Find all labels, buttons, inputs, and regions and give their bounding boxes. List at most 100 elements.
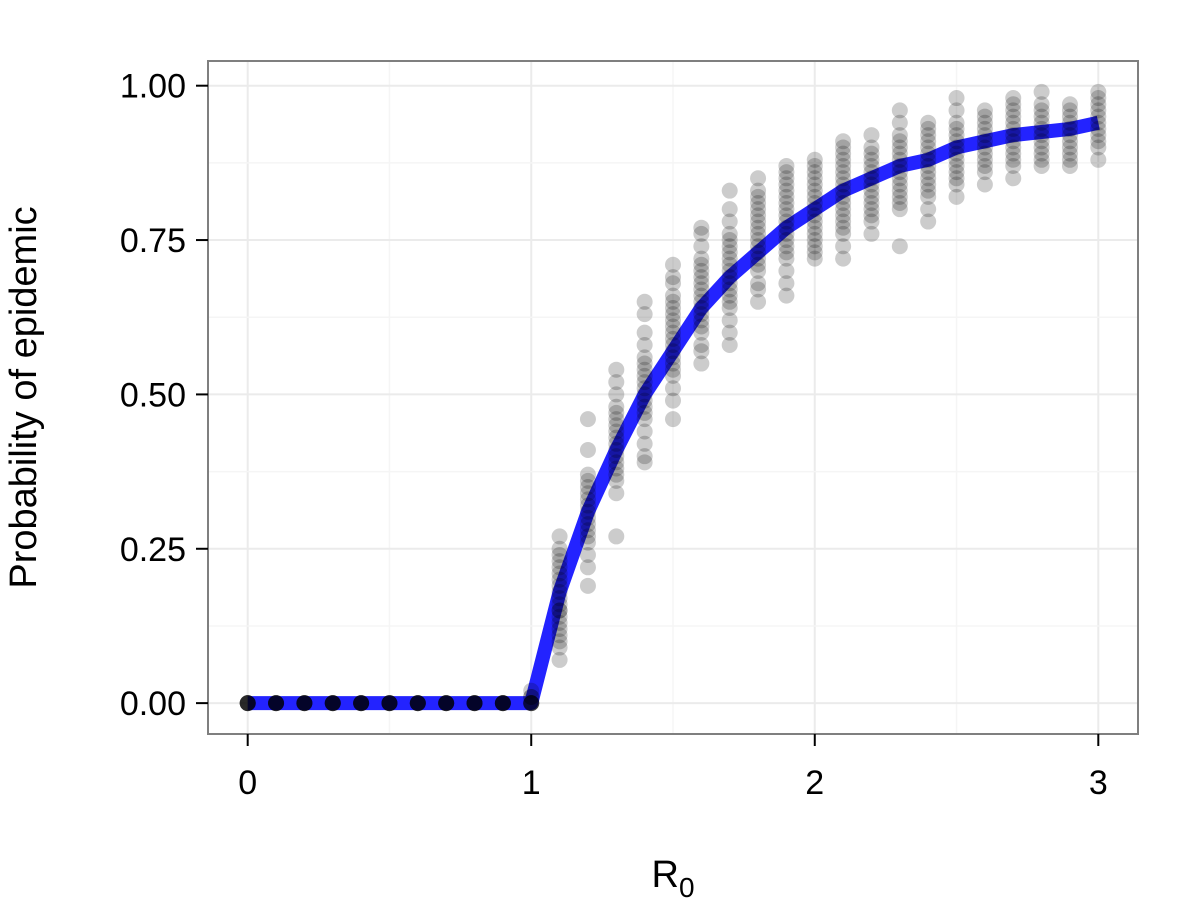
- data-point: [976, 102, 993, 119]
- data-point: [438, 695, 455, 712]
- data-point: [750, 213, 767, 230]
- data-point: [891, 127, 908, 144]
- data-point: [494, 695, 511, 712]
- data-point: [608, 448, 625, 465]
- data-point: [636, 306, 653, 323]
- data-point: [1033, 114, 1050, 131]
- data-point: [1033, 157, 1050, 174]
- data-point: [268, 695, 285, 712]
- data-point: [891, 145, 908, 162]
- data-point: [523, 695, 540, 712]
- data-point: [806, 151, 823, 168]
- data-point: [1033, 102, 1050, 119]
- data-point: [806, 250, 823, 267]
- data-point: [409, 695, 426, 712]
- data-point: [1005, 127, 1022, 144]
- data-point: [1061, 96, 1078, 113]
- data-point: [1061, 102, 1078, 119]
- data-point: [381, 695, 398, 712]
- data-point: [381, 695, 398, 712]
- data-point: [863, 145, 880, 162]
- data-point: [750, 232, 767, 249]
- data-point: [239, 695, 256, 712]
- data-point: [976, 145, 993, 162]
- data-point: [268, 695, 285, 712]
- data-point: [721, 250, 738, 267]
- data-point: [324, 695, 341, 712]
- data-point: [494, 695, 511, 712]
- data-point: [721, 244, 738, 261]
- data-point: [778, 238, 795, 255]
- data-point: [863, 225, 880, 242]
- data-point: [551, 565, 568, 582]
- data-point: [466, 695, 483, 712]
- data-point: [891, 164, 908, 181]
- data-point: [579, 516, 596, 533]
- data-point: [721, 275, 738, 292]
- data-point: [636, 380, 653, 397]
- data-point: [1090, 120, 1107, 137]
- data-point: [891, 188, 908, 205]
- data-point: [778, 287, 795, 304]
- data-point: [750, 293, 767, 310]
- data-point: [608, 411, 625, 428]
- data-point: [1005, 102, 1022, 119]
- data-point: [551, 577, 568, 594]
- data-point: [409, 695, 426, 712]
- data-point: [636, 392, 653, 409]
- data-point: [579, 411, 596, 428]
- data-point: [608, 374, 625, 391]
- data-point: [835, 213, 852, 230]
- x-axis-title-subscript: 0: [679, 872, 695, 900]
- data-point: [693, 250, 710, 267]
- data-point: [296, 695, 313, 712]
- data-point: [494, 695, 511, 712]
- data-point: [579, 509, 596, 526]
- data-point: [665, 293, 681, 310]
- data-point: [1005, 170, 1022, 187]
- data-point: [353, 695, 370, 712]
- x-axis-title-main: R: [651, 854, 678, 896]
- data-point: [750, 170, 767, 187]
- data-point: [466, 695, 483, 712]
- data-point: [1090, 133, 1107, 150]
- data-point: [579, 472, 596, 489]
- data-point: [721, 182, 738, 199]
- data-point: [636, 367, 653, 384]
- data-point: [438, 695, 455, 712]
- data-point: [863, 170, 880, 187]
- data-point: [636, 435, 653, 452]
- data-point: [835, 170, 852, 187]
- data-point: [665, 287, 681, 304]
- data-point: [750, 195, 767, 212]
- data-point: [1061, 127, 1078, 144]
- data-point: [863, 207, 880, 224]
- data-point: [1090, 96, 1107, 113]
- data-point: [863, 164, 880, 181]
- data-point: [665, 367, 681, 384]
- data-point: [608, 454, 625, 471]
- y-tick-label: 0.50: [120, 376, 186, 414]
- data-point: [1090, 139, 1107, 156]
- data-point: [239, 695, 256, 712]
- data-point: [920, 188, 937, 205]
- data-point: [1061, 151, 1078, 168]
- data-point: [778, 219, 795, 236]
- data-point: [806, 213, 823, 230]
- data-point: [324, 695, 341, 712]
- data-point: [778, 201, 795, 218]
- data-point: [665, 355, 681, 372]
- data-point: [608, 441, 625, 458]
- data-point: [693, 299, 710, 316]
- data-point: [608, 404, 625, 421]
- data-point: [551, 546, 568, 563]
- data-point: [891, 195, 908, 212]
- data-point: [353, 695, 370, 712]
- data-point: [466, 695, 483, 712]
- data-point: [693, 262, 710, 279]
- data-point: [976, 151, 993, 168]
- data-point: [721, 324, 738, 341]
- data-point: [891, 139, 908, 156]
- fitted-curve: [247, 115, 1100, 711]
- data-point: [693, 287, 710, 304]
